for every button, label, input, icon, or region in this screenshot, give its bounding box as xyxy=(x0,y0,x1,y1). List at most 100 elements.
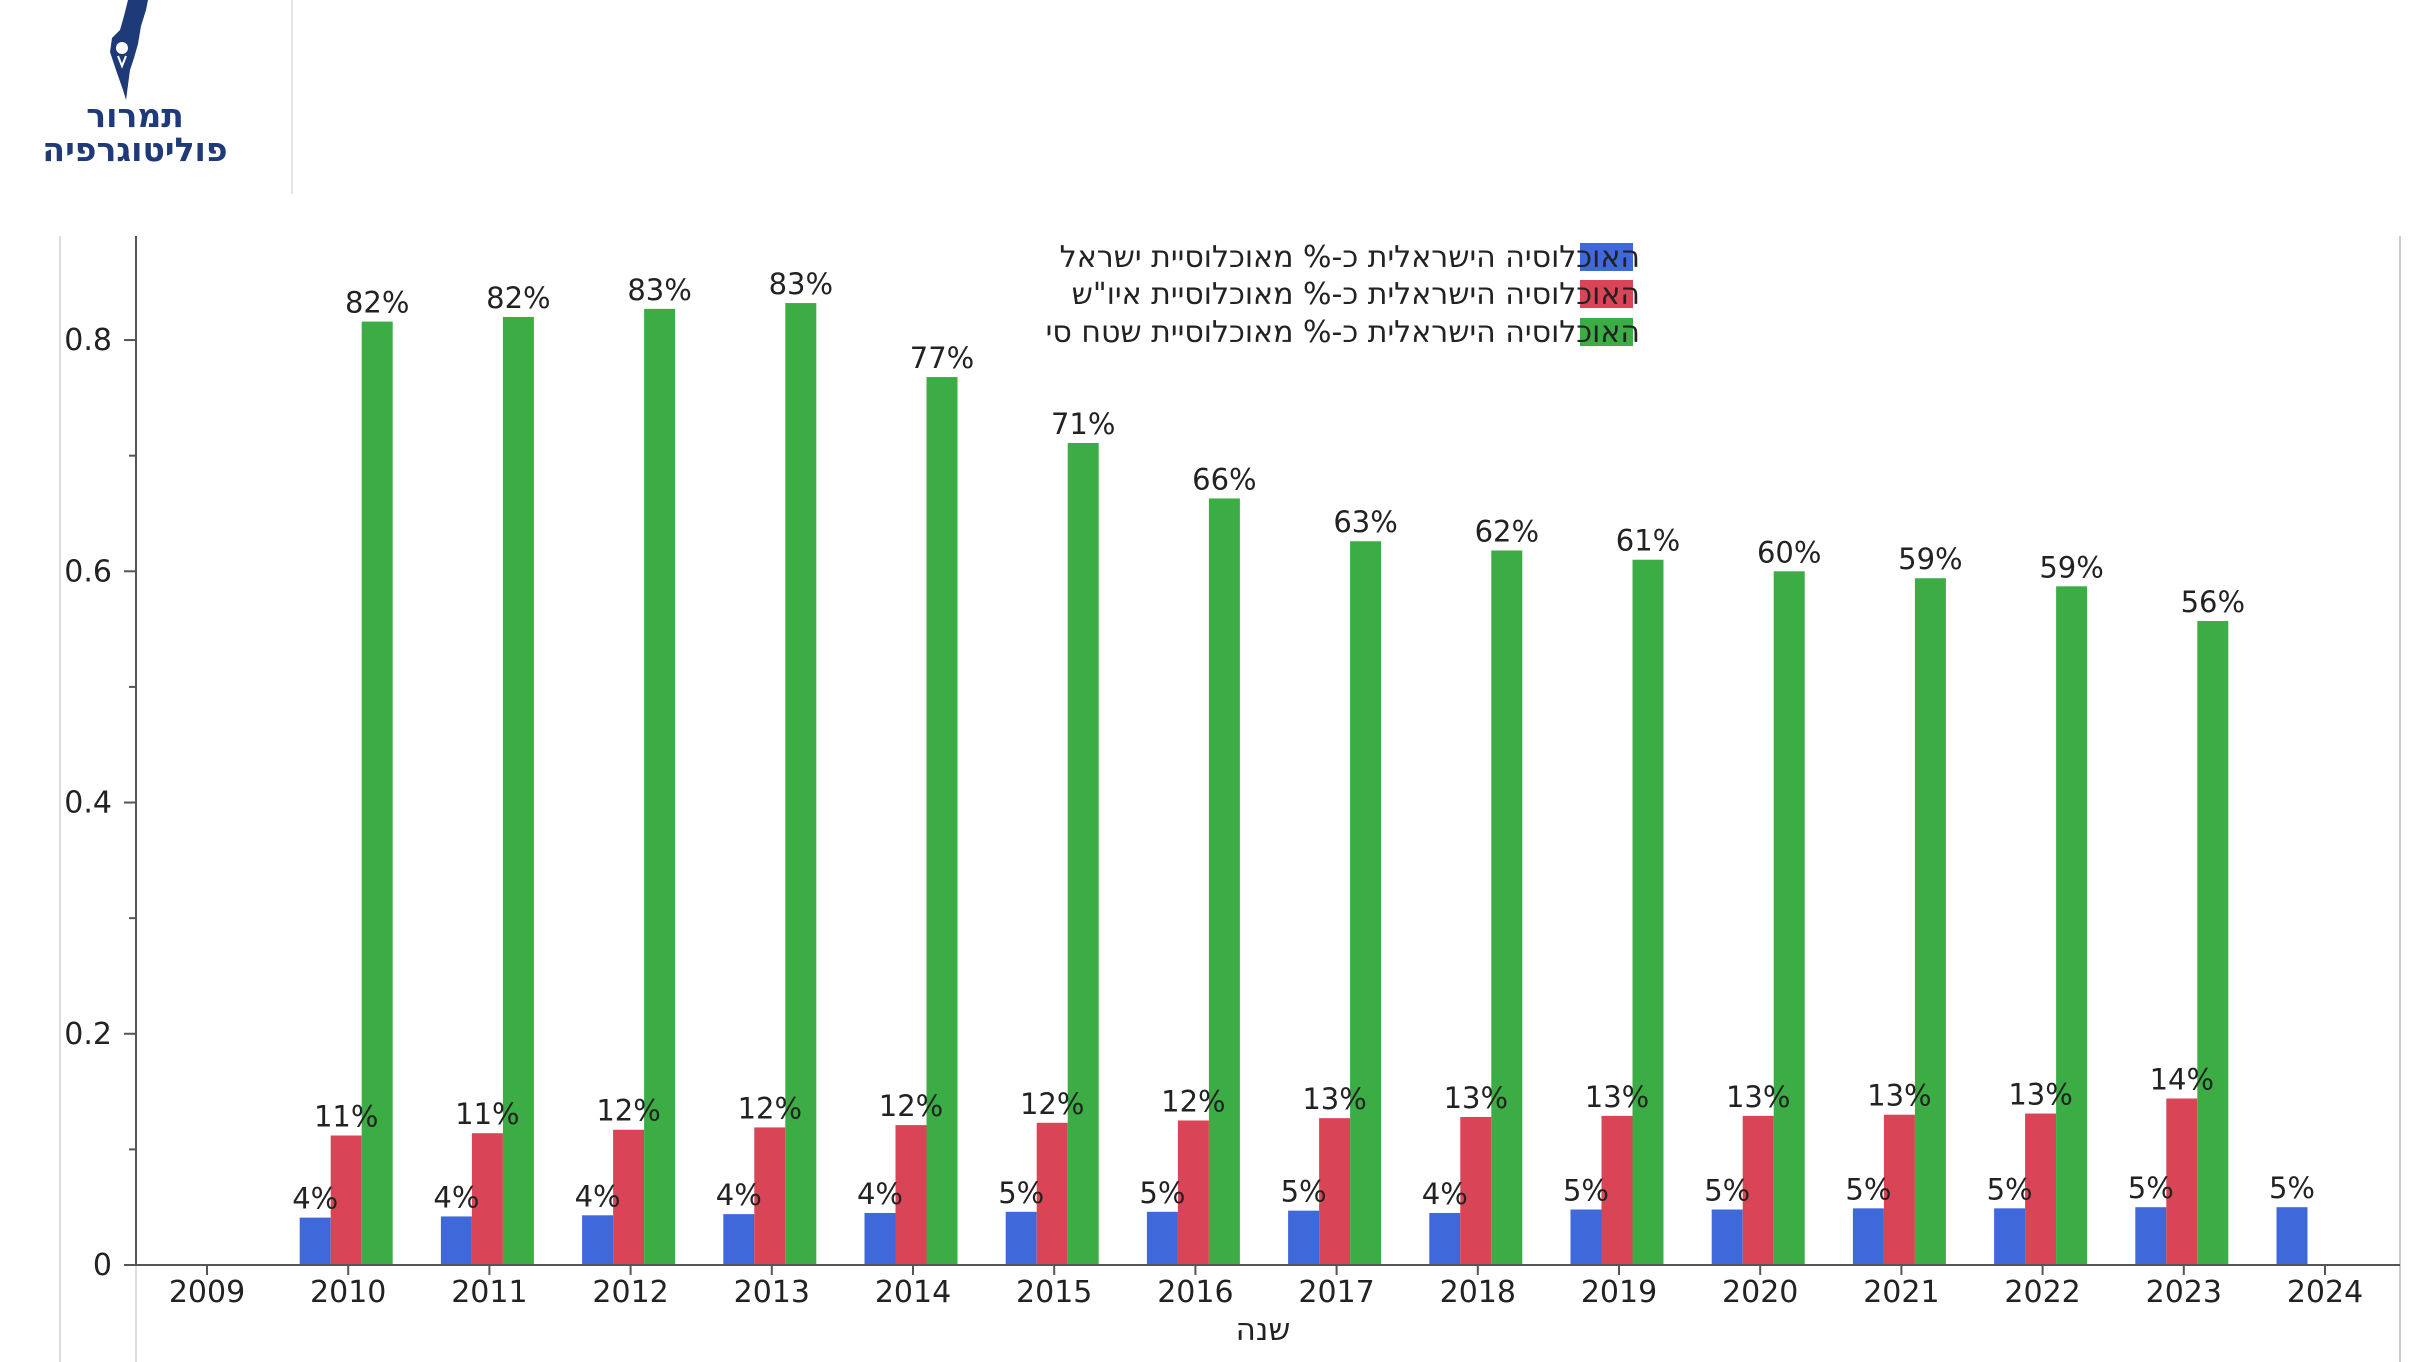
x-tick-label-2019: 2019 xyxy=(1581,1275,1657,1310)
data-label-2014-s2: 12% xyxy=(879,1089,943,1123)
y-tick-label-0: 0 xyxy=(93,1248,112,1283)
data-label-2016-s3: 66% xyxy=(1192,462,1256,496)
data-label-2021-s1: 5% xyxy=(1845,1172,1891,1206)
bar-2015-s1 xyxy=(1005,1211,1037,1265)
x-tick-label-2024: 2024 xyxy=(2287,1275,2363,1310)
bar-2023-s1 xyxy=(2135,1207,2167,1265)
bar-2010-s2 xyxy=(330,1135,362,1265)
axes: 0 0.2 0.4 0.6 0.8 2009 2010 2011 2012 2013 2014 201… xyxy=(64,236,2400,1348)
bar-2014-s1 xyxy=(864,1212,896,1265)
bars xyxy=(299,303,2308,1265)
bar-2011-s1 xyxy=(440,1216,472,1265)
data-label-2022-s2: 13% xyxy=(2008,1078,2072,1112)
y-tick-label-4: 0.8 xyxy=(64,323,112,358)
data-label-2016-s1: 5% xyxy=(1139,1176,1185,1210)
data-label-2021-s3: 59% xyxy=(1898,542,1962,576)
data-label-2022-s3: 59% xyxy=(2039,550,2103,584)
bar-2018-s2 xyxy=(1460,1117,1492,1265)
bar-2015-s2 xyxy=(1036,1122,1068,1265)
logo-subtitle: פוליטוגרפיה xyxy=(42,130,228,169)
bar-2019-s2 xyxy=(1601,1115,1633,1265)
data-label-2023-s3: 56% xyxy=(2181,585,2245,619)
x-tick-label-2011: 2011 xyxy=(451,1275,527,1310)
data-label-2011-s2: 11% xyxy=(455,1097,519,1131)
data-label-2013-s3: 83% xyxy=(769,267,833,301)
bar-2016-s1 xyxy=(1146,1211,1178,1265)
bar-2016-s2 xyxy=(1177,1120,1209,1265)
data-label-2015-s1: 5% xyxy=(998,1176,1044,1210)
data-label-2013-s1: 4% xyxy=(716,1178,762,1212)
data-label-2014-s3: 77% xyxy=(910,341,974,375)
logo: תמרור פוליטוגרפיה xyxy=(0,0,292,194)
bar-2021-s1 xyxy=(1852,1208,1884,1265)
x-tick-label-2018: 2018 xyxy=(1440,1275,1516,1310)
y-tick-label-1: 0.2 xyxy=(64,1017,112,1052)
bar-2014-s2 xyxy=(895,1125,927,1265)
data-label-2011-s3: 82% xyxy=(486,281,550,315)
legend-swatch-s1 xyxy=(1580,243,1633,271)
x-tick-label-2022: 2022 xyxy=(2004,1275,2080,1310)
legend: האוכלוסיה הישראלית כ-% מאוכלוסיית ישראל ה… xyxy=(1046,240,1640,350)
legend-swatch-s2 xyxy=(1580,280,1633,308)
x-tick-label-2020: 2020 xyxy=(1722,1275,1798,1310)
bar-2014-s3 xyxy=(926,377,958,1265)
x-tick-label-2021: 2021 xyxy=(1863,1275,1939,1310)
bar-2011-s3 xyxy=(502,316,534,1265)
data-label-2023-s1: 5% xyxy=(2128,1171,2174,1205)
bar-2023-s3 xyxy=(2197,621,2229,1265)
bar-2013-s2 xyxy=(754,1127,786,1265)
data-label-2018-s3: 62% xyxy=(1475,514,1539,548)
bar-2011-s2 xyxy=(471,1133,503,1265)
bar-2021-s3 xyxy=(1914,578,1946,1265)
bar-2019-s3 xyxy=(1632,559,1664,1265)
data-labels: 4% 4% 4% 4% 4% 5% 5% 5% 4% 5% 5% 5% 5% 5% 5% 11% 11% 12% 1… xyxy=(292,267,2315,1216)
chart-frame xyxy=(59,236,2401,1362)
data-label-2015-s3: 71% xyxy=(1051,407,1115,441)
data-label-2018-s2: 13% xyxy=(1444,1081,1508,1115)
bar-2020-s3 xyxy=(1773,571,1805,1265)
bar-2010-s3 xyxy=(361,321,393,1265)
data-label-2019-s1: 5% xyxy=(1563,1174,1609,1208)
data-label-2012-s2: 12% xyxy=(596,1094,660,1128)
data-label-2010-s1: 4% xyxy=(292,1182,338,1216)
bar-2024-s1 xyxy=(2276,1207,2308,1265)
bar-2018-s3 xyxy=(1491,550,1523,1265)
bar-2012-s3 xyxy=(644,308,676,1265)
data-label-2012-s3: 83% xyxy=(627,273,691,307)
data-label-2020-s2: 13% xyxy=(1726,1080,1790,1114)
bar-2018-s1 xyxy=(1429,1212,1461,1265)
data-label-2016-s2: 12% xyxy=(1161,1084,1225,1118)
legend-label-s1: האוכלוסיה הישראלית כ-% מאוכלוסיית ישראל xyxy=(1060,240,1640,275)
data-label-2021-s2: 13% xyxy=(1867,1079,1931,1113)
data-label-2011-s1: 4% xyxy=(433,1180,479,1214)
x-tick-label-2010: 2010 xyxy=(310,1275,386,1310)
data-label-2020-s3: 60% xyxy=(1757,535,1821,569)
bar-2013-s1 xyxy=(723,1214,755,1265)
x-tick-label-2014: 2014 xyxy=(875,1275,951,1310)
bar-2012-s2 xyxy=(613,1129,645,1265)
bar-2015-s3 xyxy=(1067,442,1099,1265)
bar-2022-s1 xyxy=(1994,1208,2026,1265)
bar-2019-s1 xyxy=(1570,1209,1602,1265)
data-label-2023-s2: 14% xyxy=(2150,1063,2214,1097)
data-label-2010-s2: 11% xyxy=(314,1100,378,1134)
data-label-2017-s1: 5% xyxy=(1281,1175,1327,1209)
data-label-2010-s3: 82% xyxy=(345,286,409,320)
data-label-2020-s1: 5% xyxy=(1704,1174,1750,1208)
data-label-2012-s1: 4% xyxy=(575,1179,621,1213)
bar-2017-s3 xyxy=(1350,541,1382,1265)
data-label-2018-s1: 4% xyxy=(1422,1177,1468,1211)
x-axis-title: שנה xyxy=(1236,1312,1291,1348)
bar-2013-s3 xyxy=(785,303,817,1265)
legend-label-s3: האוכלוסיה הישראלית כ-% מאוכלוסיית שטח סי xyxy=(1046,315,1640,350)
bar-2010-s1 xyxy=(299,1217,331,1265)
bar-2022-s2 xyxy=(2025,1113,2057,1265)
x-tick-label-2023: 2023 xyxy=(2146,1275,2222,1310)
x-tick-label-2017: 2017 xyxy=(1298,1275,1374,1310)
data-label-2022-s1: 5% xyxy=(1987,1172,2033,1206)
data-label-2024-s1: 5% xyxy=(2269,1171,2315,1205)
bar-2023-s2 xyxy=(2166,1098,2198,1265)
bar-2020-s1 xyxy=(1711,1209,1743,1265)
data-label-2015-s2: 12% xyxy=(1020,1087,1084,1121)
